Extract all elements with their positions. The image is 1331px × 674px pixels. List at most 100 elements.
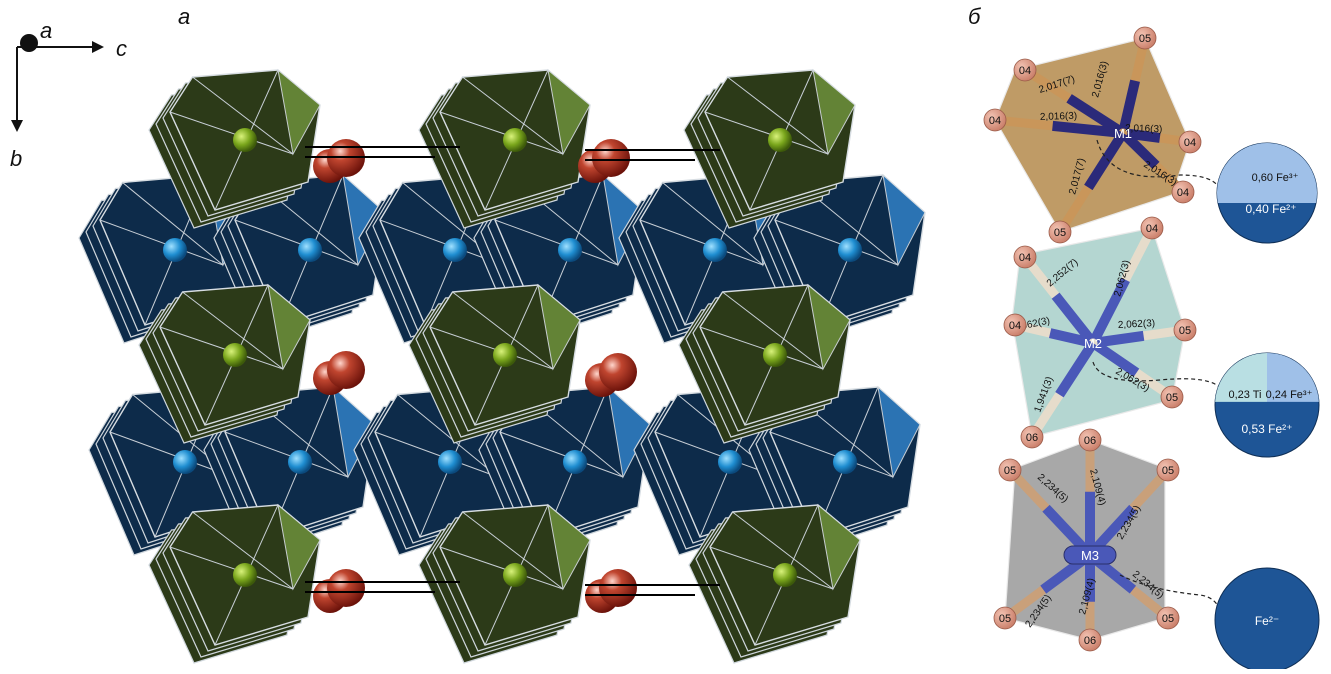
green-octahedron-1-1-cation [233, 128, 257, 152]
m2-oxygen-6 [1020, 425, 1044, 449]
oxygen-pair-2 [578, 139, 630, 183]
green-octahedron-1-2-cation [503, 128, 527, 152]
m2-bond-inner-4 [1092, 330, 1145, 348]
m3-oxygen-3 [1156, 458, 1180, 482]
m3-oxygen-label-5: 06 [1084, 635, 1096, 647]
m1-oxygen-4 [1178, 130, 1202, 154]
m1-pie-label-1: 0,60 Fe³⁺ [1252, 172, 1299, 184]
green-octahedron-2-1 [138, 283, 311, 444]
channel-line-3 [305, 581, 460, 593]
m1-oxygen-label-2: 04 [1019, 65, 1031, 77]
m2-oxygen-3 [1003, 313, 1027, 337]
coordination-sites: 2,016(3)2,017(7)2,016(3)2,016(3)2,016(3)… [983, 26, 1320, 673]
m3-pie-label-1: Fe²⁻ [1255, 614, 1279, 628]
channel-line-1 [305, 146, 460, 158]
green-octahedron-2-3 [678, 283, 851, 444]
m2-oxygen-2 [1013, 245, 1037, 269]
green-octahedron-2-2 [408, 283, 581, 444]
m1-pie-slice-1 [1217, 142, 1317, 203]
blue-octahedron-1-5-cation [703, 238, 727, 262]
blue-octahedron-2-3-cation [438, 450, 462, 474]
m3-oxygen-6 [993, 606, 1017, 630]
oxygen-pair-5 [313, 569, 365, 613]
m2-pie-label-3: 0,53 Fe²⁺ [1241, 422, 1292, 436]
m2-bond-inner-5 [1090, 338, 1140, 377]
m2-bond-inner-6 [1055, 340, 1098, 398]
m2-bond-inner-1 [1088, 277, 1130, 346]
panel-label-b: б [968, 4, 982, 29]
m1-pie-label-2: 0,40 Fe²⁺ [1245, 202, 1296, 216]
blue-octahedron-2-2-cation [288, 450, 312, 474]
site-m2: 2,062(3)2,252(7)2,062(3) 2,062(3)2,062(3)… [1003, 216, 1320, 458]
m2-pie-label-1: 0,23 Ti [1228, 389, 1261, 401]
m3-oxygen-label-6: 05 [999, 613, 1011, 625]
blue-octahedron-1-4-cation [558, 238, 582, 262]
structure-panel-a: а a c b [10, 4, 926, 664]
m1-bond-inner-6 [1084, 130, 1128, 191]
green-octahedron-3-2-cation [503, 563, 527, 587]
oxygen-pair-1 [313, 139, 365, 183]
m1-bond-length-3: 2,016(3) [1040, 111, 1078, 123]
axis-b-label: b [10, 146, 22, 171]
green-octahedron-3-1 [148, 503, 321, 664]
m2-oxygen-label-3: 04 [1009, 320, 1021, 332]
m1-occupancy-pie: 0,60 Fe³⁺ 0,40 Fe²⁺ [1216, 142, 1318, 244]
m2-pie-label-2: 0,24 Fe³⁺ [1266, 389, 1313, 401]
axis-a-label: a [40, 18, 52, 43]
panel-label-a: а [178, 4, 190, 29]
m3-site-label: M3 [1081, 548, 1099, 563]
m3-oxygen-5 [1078, 628, 1102, 652]
axis-b-arrowhead [11, 120, 23, 132]
blue-octahedron-2-4 [478, 385, 651, 556]
green-octahedron-1-1 [148, 68, 321, 229]
blue-octahedron-2-6-cation [833, 450, 857, 474]
m2-oxygen-1 [1140, 216, 1164, 240]
blue-octahedron-2-2 [203, 385, 376, 556]
blue-octahedron-1-1-cation [163, 238, 187, 262]
blue-octahedron-1-3-cation [443, 238, 467, 262]
m1-oxygen-label-4: 04 [1184, 137, 1196, 149]
green-octahedron-2-3-cation [763, 343, 787, 367]
m1-oxygen-label-5: 04 [1177, 187, 1189, 199]
m1-site-label: M1 [1114, 126, 1132, 141]
m1-oxygen-6 [1048, 220, 1072, 244]
m1-bond-inner-5 [1119, 129, 1160, 170]
blue-octahedron-2-5-cation [718, 450, 742, 474]
m3-oxygen-label-1: 06 [1084, 435, 1096, 447]
green-octahedron-2-1-cation [223, 343, 247, 367]
oxygen-pair-4 [585, 353, 637, 397]
green-octahedron-1-3-cation [768, 128, 792, 152]
m2-oxygen-label-2: 04 [1019, 252, 1031, 264]
m2-site-label: M2 [1084, 336, 1102, 351]
m1-connector [1096, 139, 1221, 191]
blue-octahedron-1-6-cation [838, 238, 862, 262]
channel-line-2 [585, 149, 720, 161]
m2-occupancy-pie: 0,23 Ti 0,24 Fe³⁺ 0,53 Fe²⁺ [1214, 352, 1320, 458]
m2-connector [1092, 361, 1223, 391]
m2-oxygen-label-4: 05 [1179, 325, 1191, 337]
m2-oxygen-label-1: 04 [1146, 223, 1158, 235]
green-octahedron-3-3-cation [773, 563, 797, 587]
m3-connector [1119, 574, 1221, 611]
green-octahedron-2-2-cation [493, 343, 517, 367]
m2-bond-length-4: 2,062(3) [1118, 318, 1156, 331]
m1-oxygen-3 [983, 108, 1007, 132]
green-octahedron-3-3 [688, 503, 861, 664]
axes-indicator: a c b [10, 18, 127, 171]
m3-oxygen-label-2: 05 [1004, 465, 1016, 477]
m1-bond-length-4: 2,016(3) [1125, 123, 1163, 135]
m1-oxygen-5 [1171, 180, 1195, 204]
green-octahedron-3-1-cation [233, 563, 257, 587]
blue-octahedron-2-1-cation [173, 450, 197, 474]
m3-occupancy-pie: Fe²⁻ [1214, 567, 1320, 673]
m1-oxygen-label-6: 05 [1054, 227, 1066, 239]
m2-bond-inner-3 [1048, 328, 1095, 348]
m2-bond-inner-2 [1051, 292, 1097, 347]
oxygen-pair-6 [585, 569, 637, 613]
green-octahedron-1-2 [418, 68, 591, 229]
m2-oxygen-label-6: 06 [1026, 432, 1038, 444]
green-octahedron-3-2 [418, 503, 591, 664]
m1-oxygen-label-1: 05 [1139, 33, 1151, 45]
m3-oxygen-1 [1078, 428, 1102, 452]
